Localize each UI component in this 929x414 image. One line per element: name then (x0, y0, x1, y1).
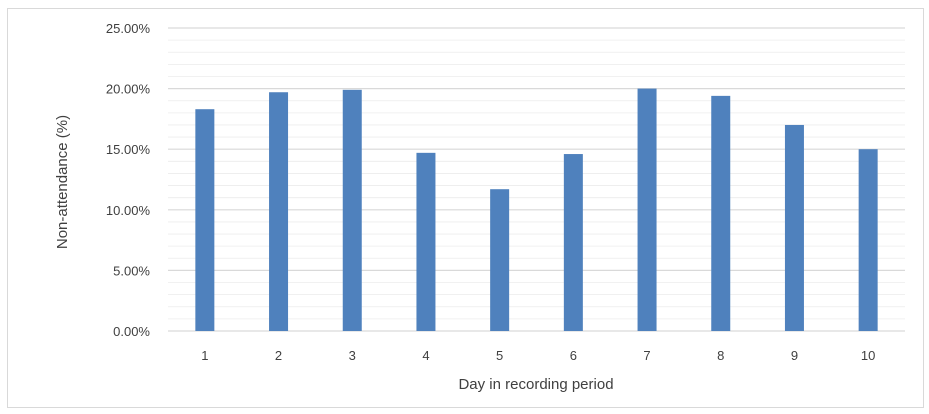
y-axis-title: Non-attendance (%) (54, 115, 71, 249)
x-tick-label: 7 (643, 348, 650, 363)
x-tick-label: 5 (496, 348, 503, 363)
x-tick-label: 1 (201, 348, 208, 363)
x-tick-label: 4 (422, 348, 429, 363)
x-tick-label: 6 (570, 348, 577, 363)
x-tick-labels: 1 2 3 4 5 6 7 8 9 10 (201, 348, 875, 363)
y-tick-labels: 0.00% 5.00% 10.00% 15.00% 20.00% 25.00% (106, 21, 151, 339)
x-tick-label: 3 (349, 348, 356, 363)
bar-day-10 (858, 149, 878, 331)
bar-day-2 (269, 92, 289, 332)
x-tick-label: 8 (717, 348, 724, 363)
bar-day-1 (195, 109, 215, 331)
bar-day-7 (637, 88, 657, 331)
y-tick-label: 5.00% (113, 263, 150, 278)
gridlines (168, 27, 905, 332)
bars (195, 88, 878, 332)
x-tick-label: 2 (275, 348, 282, 363)
y-tick-label: 20.00% (106, 82, 151, 97)
x-tick-label: 10 (861, 348, 875, 363)
bar-day-6 (563, 154, 583, 331)
x-tick-label: 9 (791, 348, 798, 363)
bar-day-9 (784, 124, 804, 332)
bar-day-4 (416, 152, 436, 331)
y-tick-label: 10.00% (106, 203, 151, 218)
y-tick-label: 15.00% (106, 142, 151, 157)
x-axis-title: Day in recording period (458, 376, 613, 393)
y-tick-label: 0.00% (113, 324, 150, 339)
y-tick-label: 25.00% (106, 21, 151, 36)
bar-day-8 (711, 95, 731, 331)
bar-day-3 (342, 89, 362, 331)
chart-frame (7, 8, 924, 408)
bar-day-5 (490, 189, 510, 331)
